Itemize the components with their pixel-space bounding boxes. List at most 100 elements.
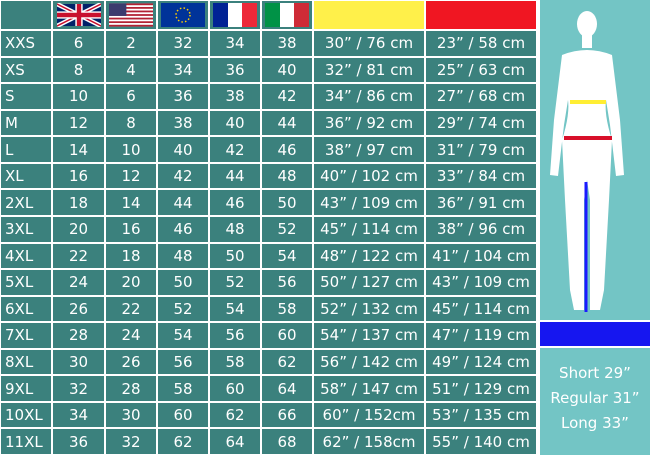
hip-cell: 27” / 68 cm <box>426 84 536 109</box>
size-cell: 10XL <box>1 402 51 428</box>
size-cell: XXS <box>1 31 51 56</box>
size-cell: XS <box>1 57 51 83</box>
it-cell: 48 <box>262 163 312 189</box>
size-cell: 2XL <box>1 190 51 215</box>
eu-cell: 44 <box>158 190 208 215</box>
us-cell: 14 <box>106 190 156 215</box>
hip-cell: 51” / 129 cm <box>426 376 536 401</box>
uk-cell: 18 <box>53 190 104 215</box>
it-cell: 50 <box>262 190 312 215</box>
uk-cell: 24 <box>53 270 104 295</box>
fr-cell: 60 <box>210 376 260 401</box>
hip-cell: 29” / 74 cm <box>426 110 536 136</box>
eu-cell: 60 <box>158 402 208 428</box>
it-cell: 46 <box>262 137 312 162</box>
inseam-long: Long 33” <box>561 414 629 432</box>
waist-cell: 60” / 152cm <box>314 402 424 428</box>
uk-cell: 28 <box>53 323 104 348</box>
uk-cell: 12 <box>53 110 104 136</box>
body-figure <box>550 11 624 312</box>
waist-cell: 38” / 97 cm <box>314 137 424 162</box>
waist-cell: 30” / 76 cm <box>314 31 424 56</box>
eu-cell: 34 <box>158 57 208 83</box>
uk-cell: 20 <box>53 216 104 242</box>
uk-cell: 26 <box>53 296 104 322</box>
waist-cell: 40” / 102 cm <box>314 163 424 189</box>
hip-cell: 41” / 104 cm <box>426 243 536 269</box>
us-cell: 26 <box>106 349 156 375</box>
fr-cell: 52 <box>210 270 260 295</box>
it-cell: 68 <box>262 429 312 454</box>
fr-cell: 62 <box>210 402 260 428</box>
uk-cell: 36 <box>53 429 104 454</box>
inseam-short: Short 29” <box>559 364 631 382</box>
waist-cell: 56” / 142 cm <box>314 349 424 375</box>
us-cell: 2 <box>106 31 156 56</box>
hip-cell: 36” / 91 cm <box>426 190 536 215</box>
us-cell: 6 <box>106 84 156 109</box>
inseam-color <box>540 322 650 346</box>
eu-cell: 46 <box>158 216 208 242</box>
size-cell: L <box>1 137 51 162</box>
us-cell: 18 <box>106 243 156 269</box>
waist-cell: 50” / 127 cm <box>314 270 424 295</box>
eu-cell: 58 <box>158 376 208 401</box>
eu-cell: 62 <box>158 429 208 454</box>
it-cell: 60 <box>262 323 312 348</box>
waist-cell: 54” / 137 cm <box>314 323 424 348</box>
it-cell: 64 <box>262 376 312 401</box>
it-cell: 56 <box>262 270 312 295</box>
figure-panel <box>540 0 650 320</box>
inseam-panel <box>540 348 650 455</box>
it-cell: 66 <box>262 402 312 428</box>
us-cell: 20 <box>106 270 156 295</box>
uk-cell: 10 <box>53 84 104 109</box>
eu-cell: 36 <box>158 84 208 109</box>
fr-cell: 44 <box>210 163 260 189</box>
fr-cell: 40 <box>210 110 260 136</box>
uk-cell: 6 <box>53 31 104 56</box>
size-cell: 4XL <box>1 243 51 269</box>
waist-cell: 48” / 122 cm <box>314 243 424 269</box>
hip-cell: 43” / 109 cm <box>426 270 536 295</box>
fr-cell: 58 <box>210 349 260 375</box>
uk-cell: 22 <box>53 243 104 269</box>
us-cell: 12 <box>106 163 156 189</box>
us-cell: 10 <box>106 137 156 162</box>
us-cell: 32 <box>106 429 156 454</box>
hip-cell: 55” / 140 cm <box>426 429 536 454</box>
uk-cell: 34 <box>53 402 104 428</box>
hip-cell: 33” / 84 cm <box>426 163 536 189</box>
uk-cell: 32 <box>53 376 104 401</box>
eu-cell: 32 <box>158 31 208 56</box>
size-cell: 7XL <box>1 323 51 348</box>
it-cell: 42 <box>262 84 312 109</box>
hip-cell: 45” / 114 cm <box>426 296 536 322</box>
fr-cell: 36 <box>210 57 260 83</box>
eu-cell: 42 <box>158 163 208 189</box>
us-cell: 28 <box>106 376 156 401</box>
it-cell: 54 <box>262 243 312 269</box>
fr-cell: 42 <box>210 137 260 162</box>
fr-cell: 48 <box>210 216 260 242</box>
size-cell: XL <box>1 163 51 189</box>
waist-cell: 58” / 147 cm <box>314 376 424 401</box>
it-cell: 52 <box>262 216 312 242</box>
it-cell: 38 <box>262 31 312 56</box>
waist-cell: 43” / 109 cm <box>314 190 424 215</box>
us-cell: 16 <box>106 216 156 242</box>
size-cell: S <box>1 84 51 109</box>
fr-cell: 64 <box>210 429 260 454</box>
it-cell: 62 <box>262 349 312 375</box>
it-flag <box>262 1 312 29</box>
hip-cell: 53” / 135 cm <box>426 402 536 428</box>
waist-cell: 62” / 158cm <box>314 429 424 454</box>
size-cell: 5XL <box>1 270 51 295</box>
eu-cell: 40 <box>158 137 208 162</box>
size-cell: 9XL <box>1 376 51 401</box>
it-cell: 40 <box>262 57 312 83</box>
hip-color <box>426 1 536 29</box>
waist-color <box>314 1 424 29</box>
uk-cell: 16 <box>53 163 104 189</box>
